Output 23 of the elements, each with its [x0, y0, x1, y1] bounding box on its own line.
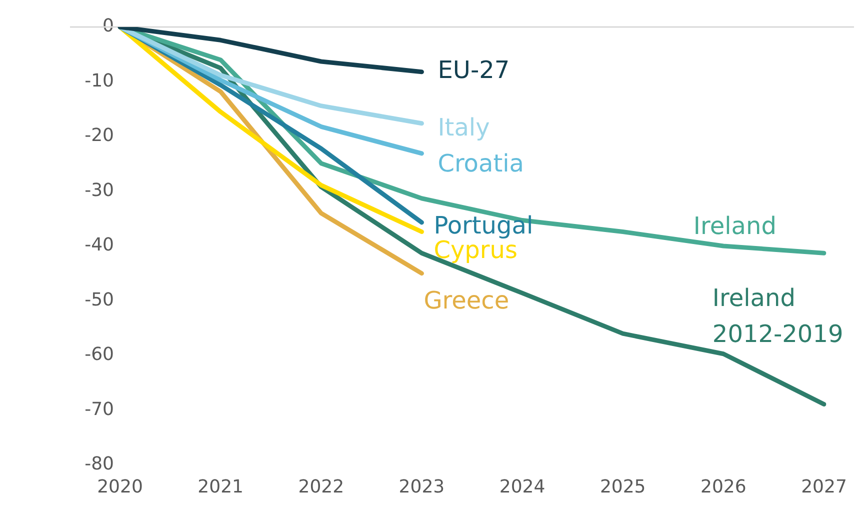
y-tick-label: -80 — [84, 454, 114, 475]
series-label: Italy — [438, 114, 490, 142]
y-tick-label: -40 — [84, 234, 114, 256]
y-tick-label: -50 — [84, 289, 114, 310]
x-tick-label: 2022 — [298, 476, 344, 498]
x-tick-label: 2024 — [499, 476, 546, 498]
y-tick-label: -70 — [84, 398, 114, 420]
x-tick-label: 2025 — [600, 476, 646, 498]
series-label: Greece — [424, 286, 510, 315]
series-label: Ireland 2012-2019 — [712, 284, 844, 348]
y-tick-label: -30 — [84, 180, 114, 201]
x-tick-label: 2021 — [198, 476, 244, 498]
y-tick-label: -20 — [84, 125, 114, 146]
series-label: EU-27 — [438, 56, 510, 84]
series-label: Croatia — [438, 150, 524, 178]
x-tick-label: 2023 — [398, 476, 445, 498]
series-label: Ireland — [693, 212, 776, 240]
x-tick-label: 2027 — [801, 476, 847, 498]
x-tick-label: 2020 — [97, 476, 143, 498]
y-tick-label: -10 — [84, 70, 114, 92]
y-tick-label: -60 — [84, 344, 114, 366]
series-label: Portugal — [434, 212, 534, 240]
x-tick-label: 2026 — [700, 476, 746, 498]
